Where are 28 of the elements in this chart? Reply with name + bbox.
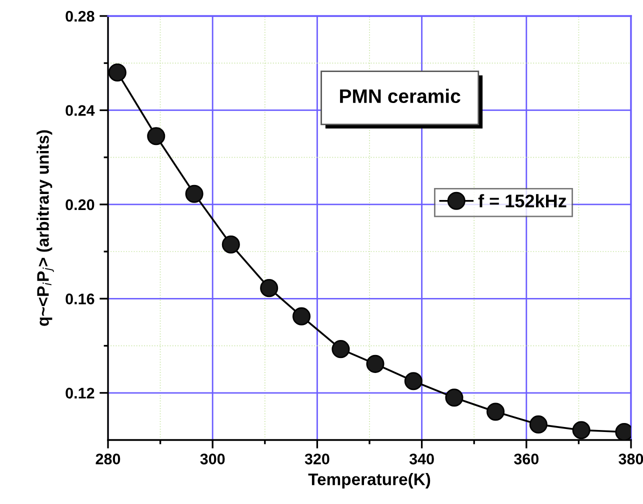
point	[332, 340, 350, 358]
x-tick-label: 340	[409, 454, 434, 464]
x-tick-label: 320	[304, 454, 330, 464]
y-tick-label: 0.16	[66, 294, 94, 304]
point	[108, 64, 126, 82]
point	[486, 402, 505, 421]
point	[292, 307, 311, 326]
point	[147, 127, 166, 146]
y-tick-label: 0.12	[66, 388, 94, 399]
point	[222, 235, 240, 254]
y-tick-label: 0.28	[66, 10, 94, 22]
y-axis-title: q~<P$_{i}$P$_{j}$> (arbitrary units)	[36, 130, 54, 326]
y-tick-label: 0.24	[66, 105, 95, 116]
x-tick-label: 360	[514, 454, 539, 464]
point	[572, 421, 590, 440]
point	[185, 184, 204, 203]
x-tick-label: 380	[618, 454, 643, 464]
y-tick-label: 0.20	[66, 199, 94, 210]
point	[260, 279, 278, 298]
x-tick-label: 300	[200, 454, 225, 464]
point	[529, 415, 548, 434]
point	[404, 372, 422, 390]
legend-label: f = 152kHz	[478, 194, 566, 208]
point	[445, 388, 464, 407]
x-tick-label: 280	[96, 454, 120, 464]
x-axis-title: Temperature(K)	[308, 472, 430, 489]
point	[366, 354, 384, 373]
annotation: PMN ceramic	[340, 88, 460, 104]
